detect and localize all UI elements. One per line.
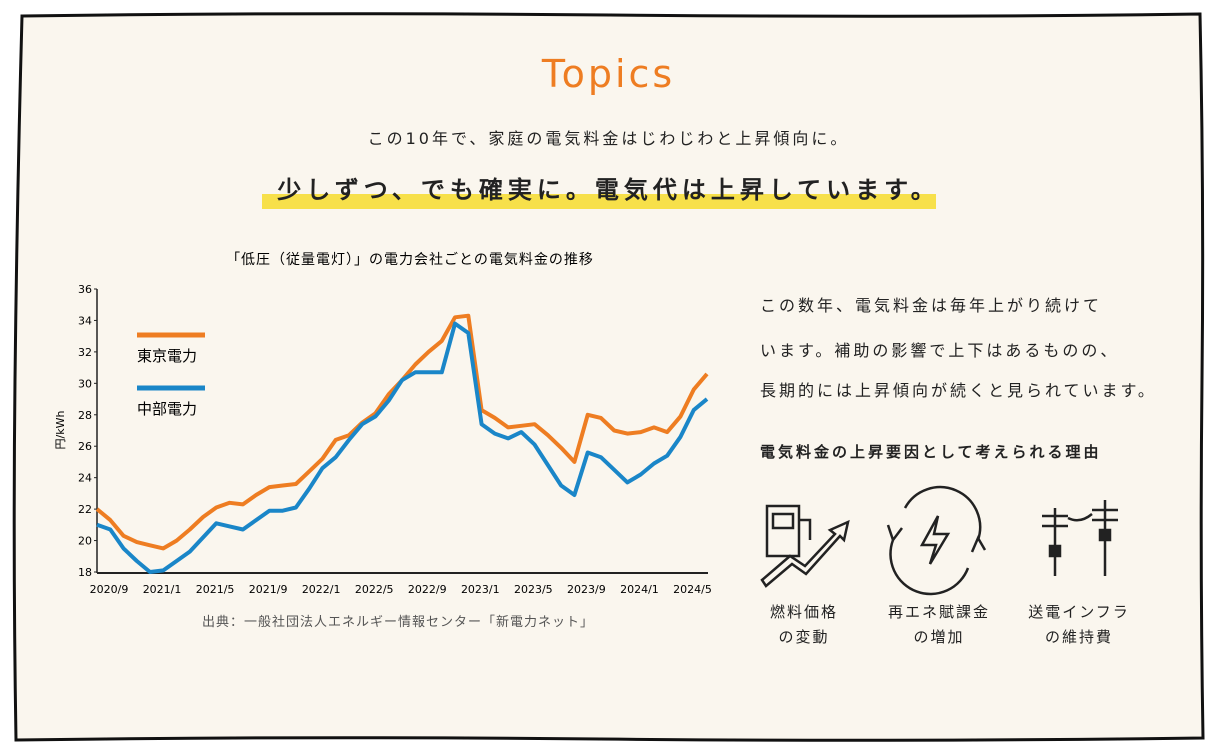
x-tick-label: 2023/9 — [567, 583, 606, 596]
renewable-icon — [886, 485, 987, 596]
reason-label: の変動 — [778, 628, 830, 646]
x-tick-label: 2021/9 — [249, 583, 288, 596]
reason-label: 送電インフラ — [1028, 603, 1130, 621]
legend-label: 中部電力 — [137, 400, 197, 418]
y-tick-label: 24 — [78, 472, 92, 485]
reasons-title: 電気料金の上昇要因として考えられる理由 — [760, 443, 1102, 461]
title: Topics — [541, 52, 676, 96]
x-tick-label: 2023/1 — [461, 583, 500, 596]
body-text: この数年、電気料金は毎年上がり続けて — [760, 296, 1103, 315]
y-tick-label: 30 — [78, 377, 92, 390]
reason-label: 再エネ賦課金 — [887, 603, 990, 621]
y-tick-label: 26 — [78, 440, 92, 453]
x-tick-label: 2021/1 — [143, 583, 182, 596]
y-tick-label: 34 — [78, 314, 92, 327]
x-tick-label: 2023/5 — [514, 583, 553, 596]
x-tick-label: 2022/1 — [302, 583, 341, 596]
highlight — [262, 194, 936, 209]
y-tick-label: 22 — [78, 503, 92, 516]
reason-label: 燃料価格 — [769, 603, 838, 621]
y-axis-label: 円/kWh — [54, 411, 67, 450]
y-tick-label: 28 — [78, 409, 92, 422]
y-tick-label: 32 — [78, 346, 92, 359]
source: 出典：一般社団法人エネルギー情報センター「新電力ネット」 — [202, 614, 594, 630]
reason-label: の増加 — [913, 628, 965, 646]
x-tick-label: 2022/5 — [355, 583, 394, 596]
series-line — [96, 321, 709, 574]
y-tick-label: 20 — [78, 535, 92, 548]
legend-label: 東京電力 — [137, 347, 197, 365]
reason-label: の維持費 — [1044, 628, 1113, 646]
headline: 少しずつ、でも確実に。電気代は上昇しています。 — [277, 176, 940, 204]
x-tick-label: 2024/1 — [620, 583, 659, 596]
chart-title: 「低圧（従量電灯）」の電力会社ごとの電気料金の推移 — [226, 252, 594, 268]
lead: この10年で、家庭の電気料金はじわじわと上昇傾向に。 — [367, 129, 850, 148]
y-tick-label: 18 — [78, 566, 92, 579]
y-tick-label: 36 — [78, 283, 92, 296]
body-text: 長期的には上昇傾向が続くと見られています。 — [760, 381, 1157, 400]
transmission-icon — [1042, 500, 1118, 576]
x-tick-label: 2021/5 — [196, 583, 235, 596]
fuel-icon — [760, 504, 850, 588]
x-tick-label: 2022/9 — [408, 583, 447, 596]
body-text: います。補助の影響で上下はあるものの、 — [760, 341, 1120, 360]
x-tick-label: 2020/9 — [90, 583, 129, 596]
x-tick-label: 2024/5 — [673, 583, 712, 596]
